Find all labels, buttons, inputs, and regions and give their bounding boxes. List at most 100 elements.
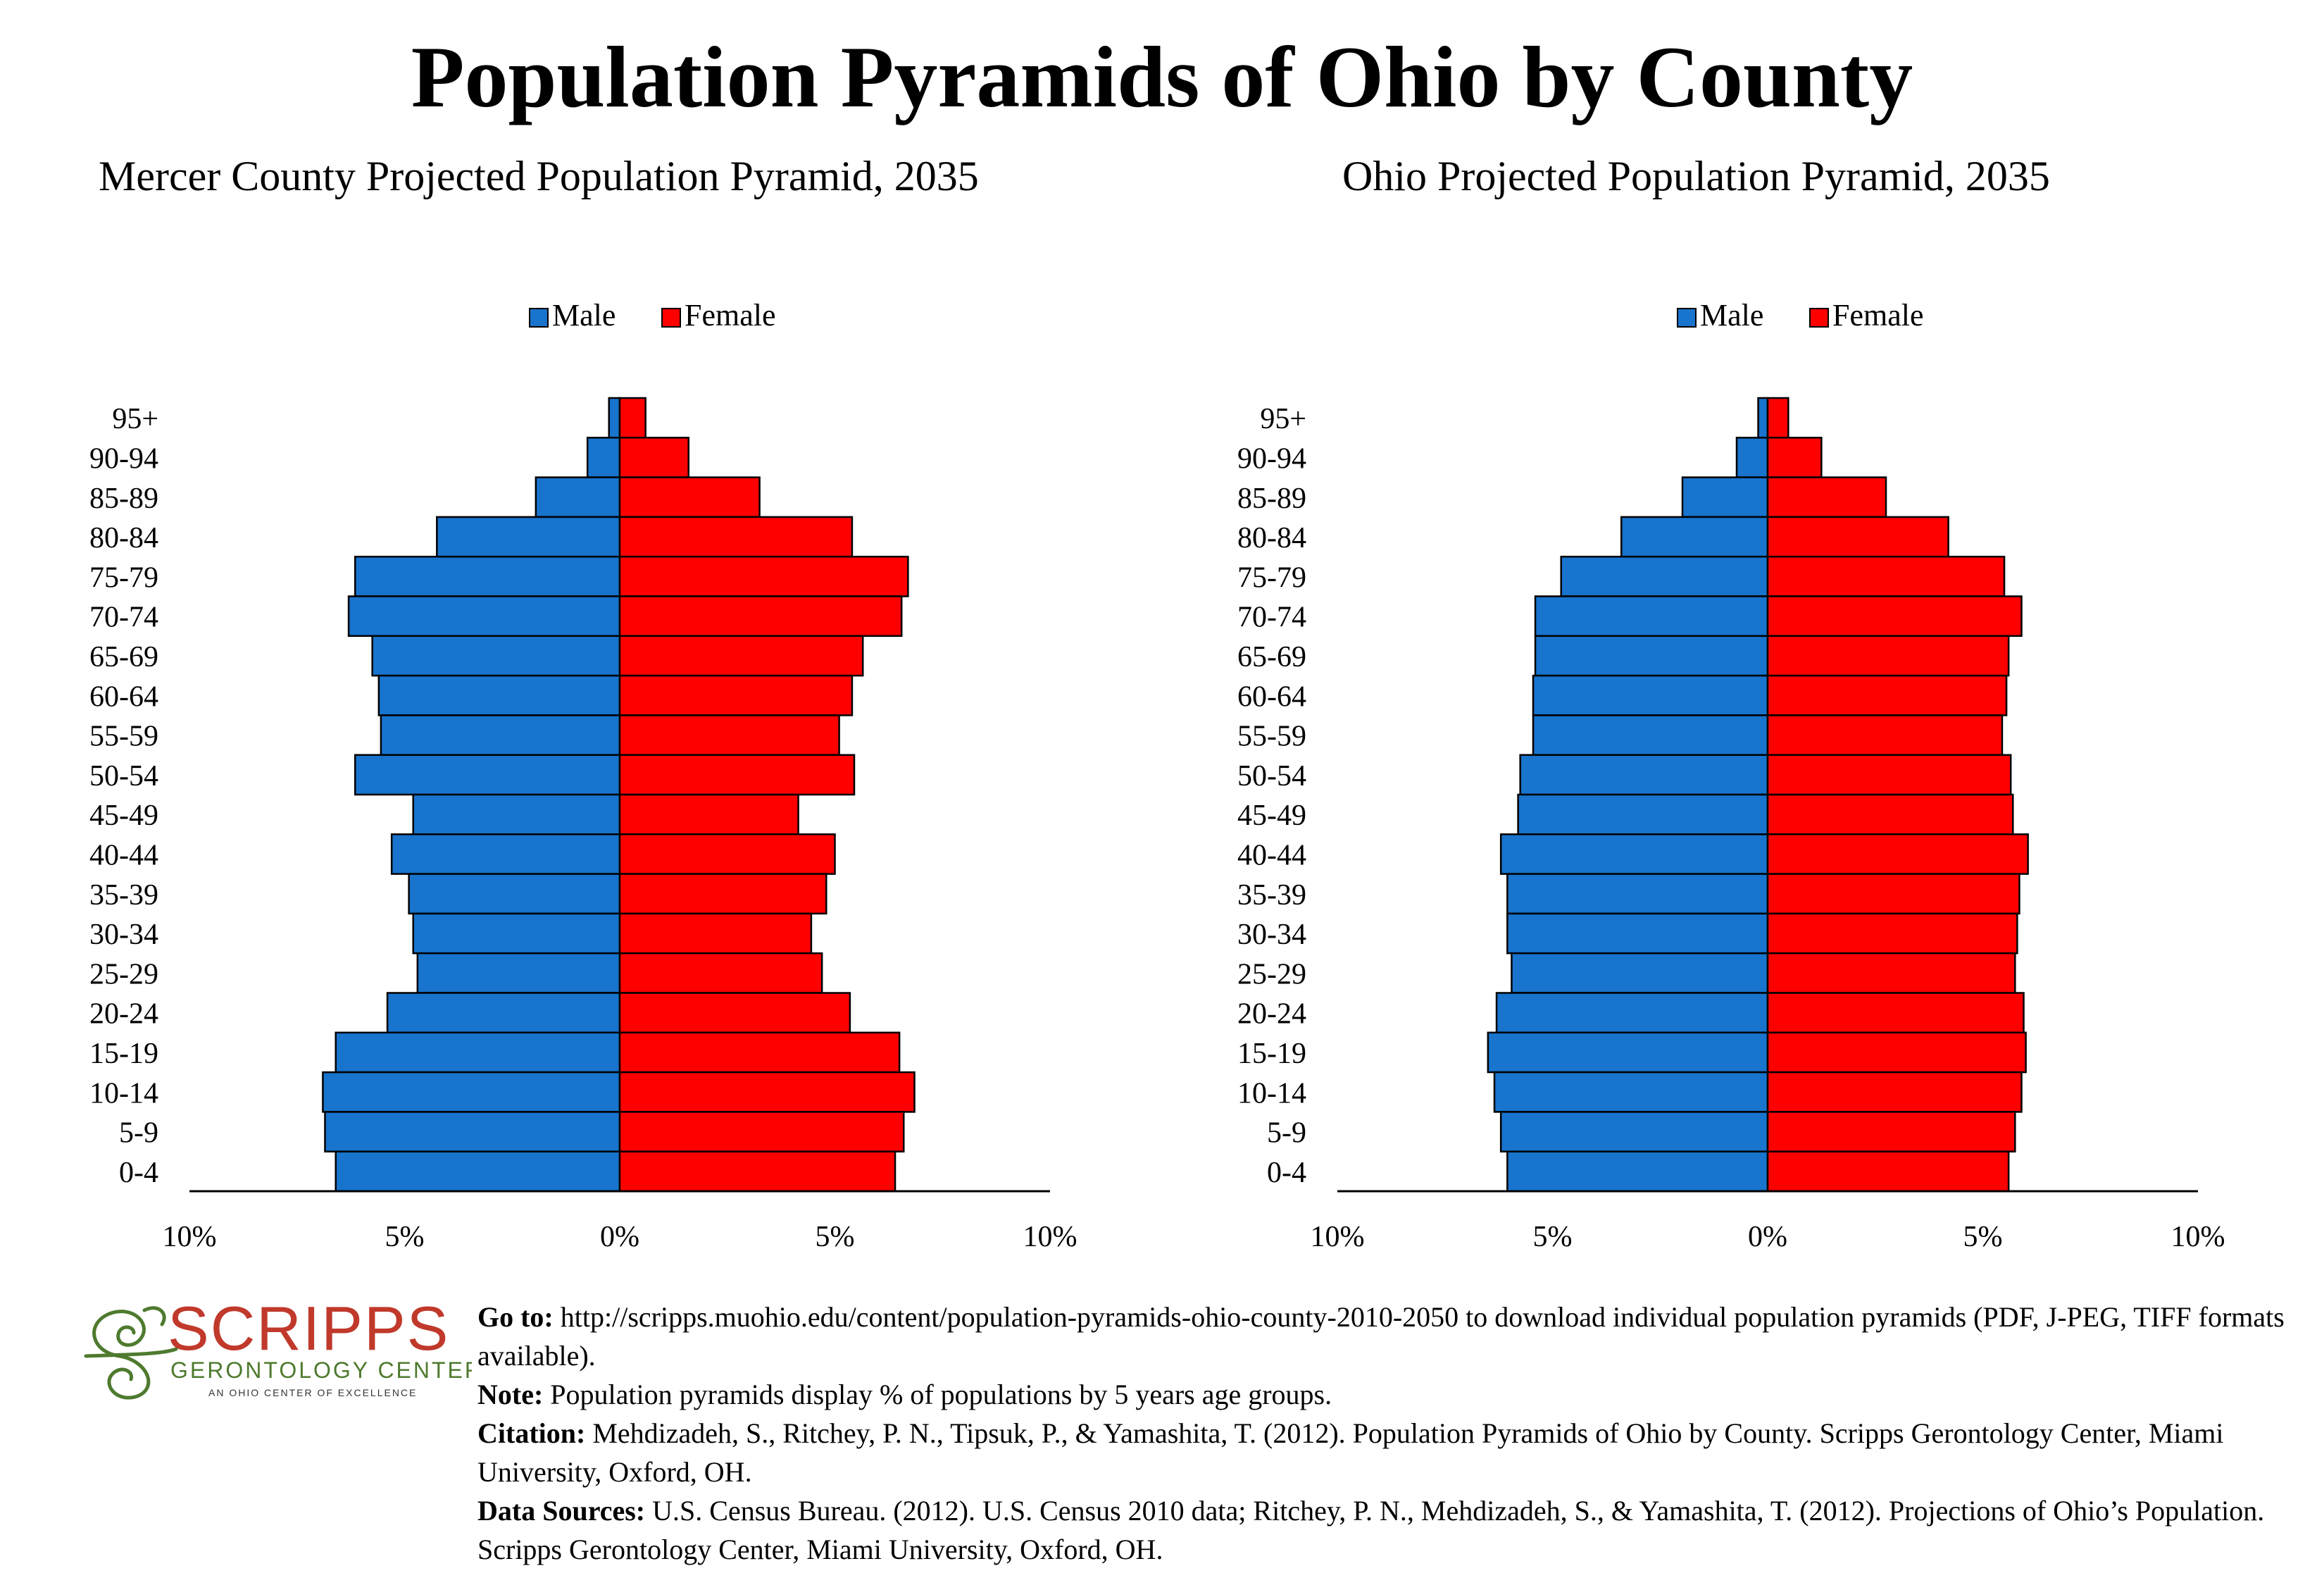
- male-bar-95+: [1757, 397, 1769, 439]
- male-bar-55-59: [1532, 714, 1769, 756]
- female-bar-0-4: [618, 1150, 897, 1193]
- age-label: 35-39: [1237, 879, 1306, 912]
- male-bar-10-14: [1493, 1071, 1769, 1113]
- age-label: 25-29: [89, 958, 158, 990]
- legend-female-swatch: [1809, 308, 1829, 328]
- age-label: 60-64: [1237, 680, 1306, 713]
- male-bar-70-74: [1534, 595, 1769, 638]
- male-bar-90-94: [586, 437, 621, 478]
- male-bar-35-39: [408, 873, 621, 915]
- age-label: 20-24: [89, 998, 158, 1031]
- sources-label: Data Sources:: [477, 1495, 646, 1527]
- age-label: 35-39: [89, 879, 158, 912]
- age-label: 80-84: [89, 522, 158, 554]
- male-bar-60-64: [377, 674, 621, 716]
- age-label: 10-14: [1237, 1077, 1306, 1110]
- legend-male-label: Male: [1700, 298, 1763, 332]
- female-bar-55-59: [1766, 714, 2004, 756]
- chart-legend: Male Female: [529, 298, 776, 332]
- age-label: 95+: [1260, 403, 1306, 435]
- male-bar-30-34: [412, 912, 621, 955]
- male-bar-15-19: [1487, 1031, 1769, 1074]
- female-bar-65-69: [1766, 635, 2010, 677]
- female-bar-10-14: [618, 1071, 916, 1113]
- female-bar-55-59: [618, 714, 840, 756]
- pyramid-svg: Male Female 95+ 90-94 85-89 80-84 75-79 70-74 65…: [89, 298, 1077, 1253]
- male-bar-40-44: [390, 833, 621, 875]
- female-bar-90-94: [618, 437, 690, 478]
- male-bar-70-74: [347, 595, 621, 638]
- male-bar-15-19: [335, 1031, 621, 1074]
- age-label: 40-44: [89, 839, 158, 871]
- age-label: 45-49: [1237, 800, 1306, 832]
- sources-line: Data Sources: U.S. Census Bureau. (2012)…: [477, 1491, 2309, 1569]
- male-bar-75-79: [354, 555, 621, 597]
- age-label: 5-9: [1267, 1117, 1306, 1150]
- note-text: Population pyramids display % of populat…: [550, 1379, 1332, 1410]
- age-label: 5-9: [119, 1117, 158, 1150]
- legend-male-label: Male: [552, 298, 616, 332]
- female-bar-30-34: [618, 912, 813, 955]
- x-tick-label: 10%: [1311, 1221, 1365, 1253]
- male-bar-55-59: [380, 714, 621, 756]
- age-label: 55-59: [1237, 721, 1306, 753]
- female-bar-85-89: [618, 476, 761, 518]
- male-bar-85-89: [1681, 476, 1769, 518]
- female-bar-95+: [1766, 397, 1789, 439]
- female-bar-20-24: [618, 992, 851, 1034]
- age-label: 40-44: [1237, 839, 1306, 871]
- female-bar-60-64: [618, 674, 854, 716]
- male-bar-20-24: [386, 992, 621, 1034]
- mercer-pyramid-title: Mercer County Projected Population Pyram…: [99, 153, 979, 199]
- female-bar-85-89: [1766, 476, 1887, 518]
- age-label: 50-54: [1237, 760, 1306, 792]
- female-bar-0-4: [1766, 1150, 2010, 1193]
- logo-name: SCRIPPS: [168, 1293, 449, 1363]
- male-bar-60-64: [1532, 674, 1769, 716]
- age-label: 80-84: [1237, 522, 1306, 554]
- male-bar-90-94: [1735, 437, 1769, 478]
- mercer-pyramid-chart: Male Female 95+ 90-94 85-89 80-84 75-79 70-74 65…: [42, 268, 1169, 1268]
- male-bar-45-49: [412, 793, 621, 835]
- age-label: 70-74: [89, 602, 158, 634]
- note-line: Note: Population pyramids display % of p…: [477, 1375, 2309, 1414]
- age-label: 90-94: [89, 442, 158, 475]
- male-bar-50-54: [1519, 754, 1769, 796]
- age-label: 85-89: [89, 483, 158, 515]
- note-label: Note:: [477, 1379, 544, 1410]
- age-label: 15-19: [1237, 1038, 1306, 1070]
- male-bar-80-84: [436, 516, 621, 558]
- ohio-pyramid-title: Ohio Projected Population Pyramid, 2035: [1342, 153, 2050, 199]
- logo-subtitle: GERONTOLOGY CENTER: [170, 1357, 472, 1383]
- citation-line: Citation: Mehdizadeh, S., Ritchey, P. N.…: [477, 1414, 2309, 1491]
- male-bar-65-69: [1534, 635, 1769, 677]
- age-label: 55-59: [89, 721, 158, 753]
- female-bar-70-74: [1766, 595, 2023, 638]
- male-bar-5-9: [324, 1111, 621, 1152]
- age-label: 95+: [112, 403, 158, 435]
- age-label: 90-94: [1237, 442, 1306, 475]
- female-bar-95+: [618, 397, 646, 439]
- age-label: 70-74: [1237, 602, 1306, 634]
- swirl-icon: [84, 1306, 178, 1400]
- female-bar-40-44: [1766, 833, 2029, 875]
- age-label: 10-14: [89, 1077, 158, 1110]
- age-label: 0-4: [1267, 1157, 1306, 1189]
- x-tick-label: 5%: [385, 1221, 425, 1253]
- age-label: 15-19: [89, 1038, 158, 1070]
- ohio-pyramid-chart: Male Female 95+ 90-94 85-89 80-84 75-79 70-74 65…: [1190, 268, 2317, 1268]
- female-bar-50-54: [1766, 754, 2012, 796]
- x-tick-label: 0%: [600, 1221, 639, 1253]
- age-label: 20-24: [1237, 998, 1306, 1031]
- x-tick-label: 5%: [1533, 1221, 1573, 1253]
- sources-text: U.S. Census Bureau. (2012). U.S. Census …: [477, 1495, 2265, 1565]
- age-label: 75-79: [89, 561, 158, 594]
- female-bar-80-84: [618, 516, 854, 558]
- female-bar-5-9: [618, 1111, 905, 1152]
- male-bar-35-39: [1506, 873, 1769, 915]
- age-label: 65-69: [89, 641, 158, 673]
- scripps-logo: SCRIPPS GERONTOLOGY CENTER AN OHIO CENTE…: [77, 1282, 481, 1409]
- male-bar-50-54: [354, 754, 621, 796]
- male-bar-20-24: [1495, 992, 1769, 1034]
- age-label: 65-69: [1237, 641, 1306, 673]
